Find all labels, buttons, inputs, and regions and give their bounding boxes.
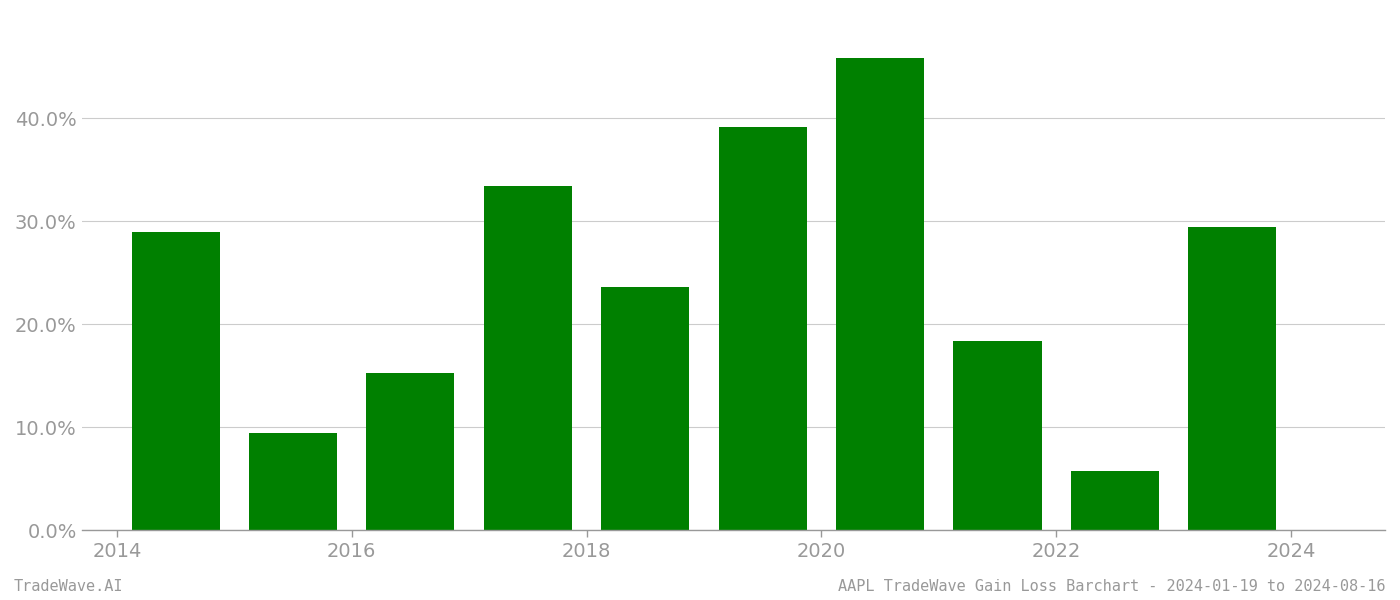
Bar bbox=[132, 232, 220, 530]
Bar bbox=[953, 341, 1042, 530]
Bar bbox=[601, 287, 689, 530]
Bar bbox=[1189, 227, 1277, 530]
Bar bbox=[249, 433, 337, 530]
Bar bbox=[484, 186, 571, 530]
Bar bbox=[836, 58, 924, 530]
Bar bbox=[1071, 472, 1159, 530]
Text: TradeWave.AI: TradeWave.AI bbox=[14, 579, 123, 594]
Bar bbox=[367, 373, 455, 530]
Bar bbox=[718, 127, 806, 530]
Text: AAPL TradeWave Gain Loss Barchart - 2024-01-19 to 2024-08-16: AAPL TradeWave Gain Loss Barchart - 2024… bbox=[839, 579, 1386, 594]
